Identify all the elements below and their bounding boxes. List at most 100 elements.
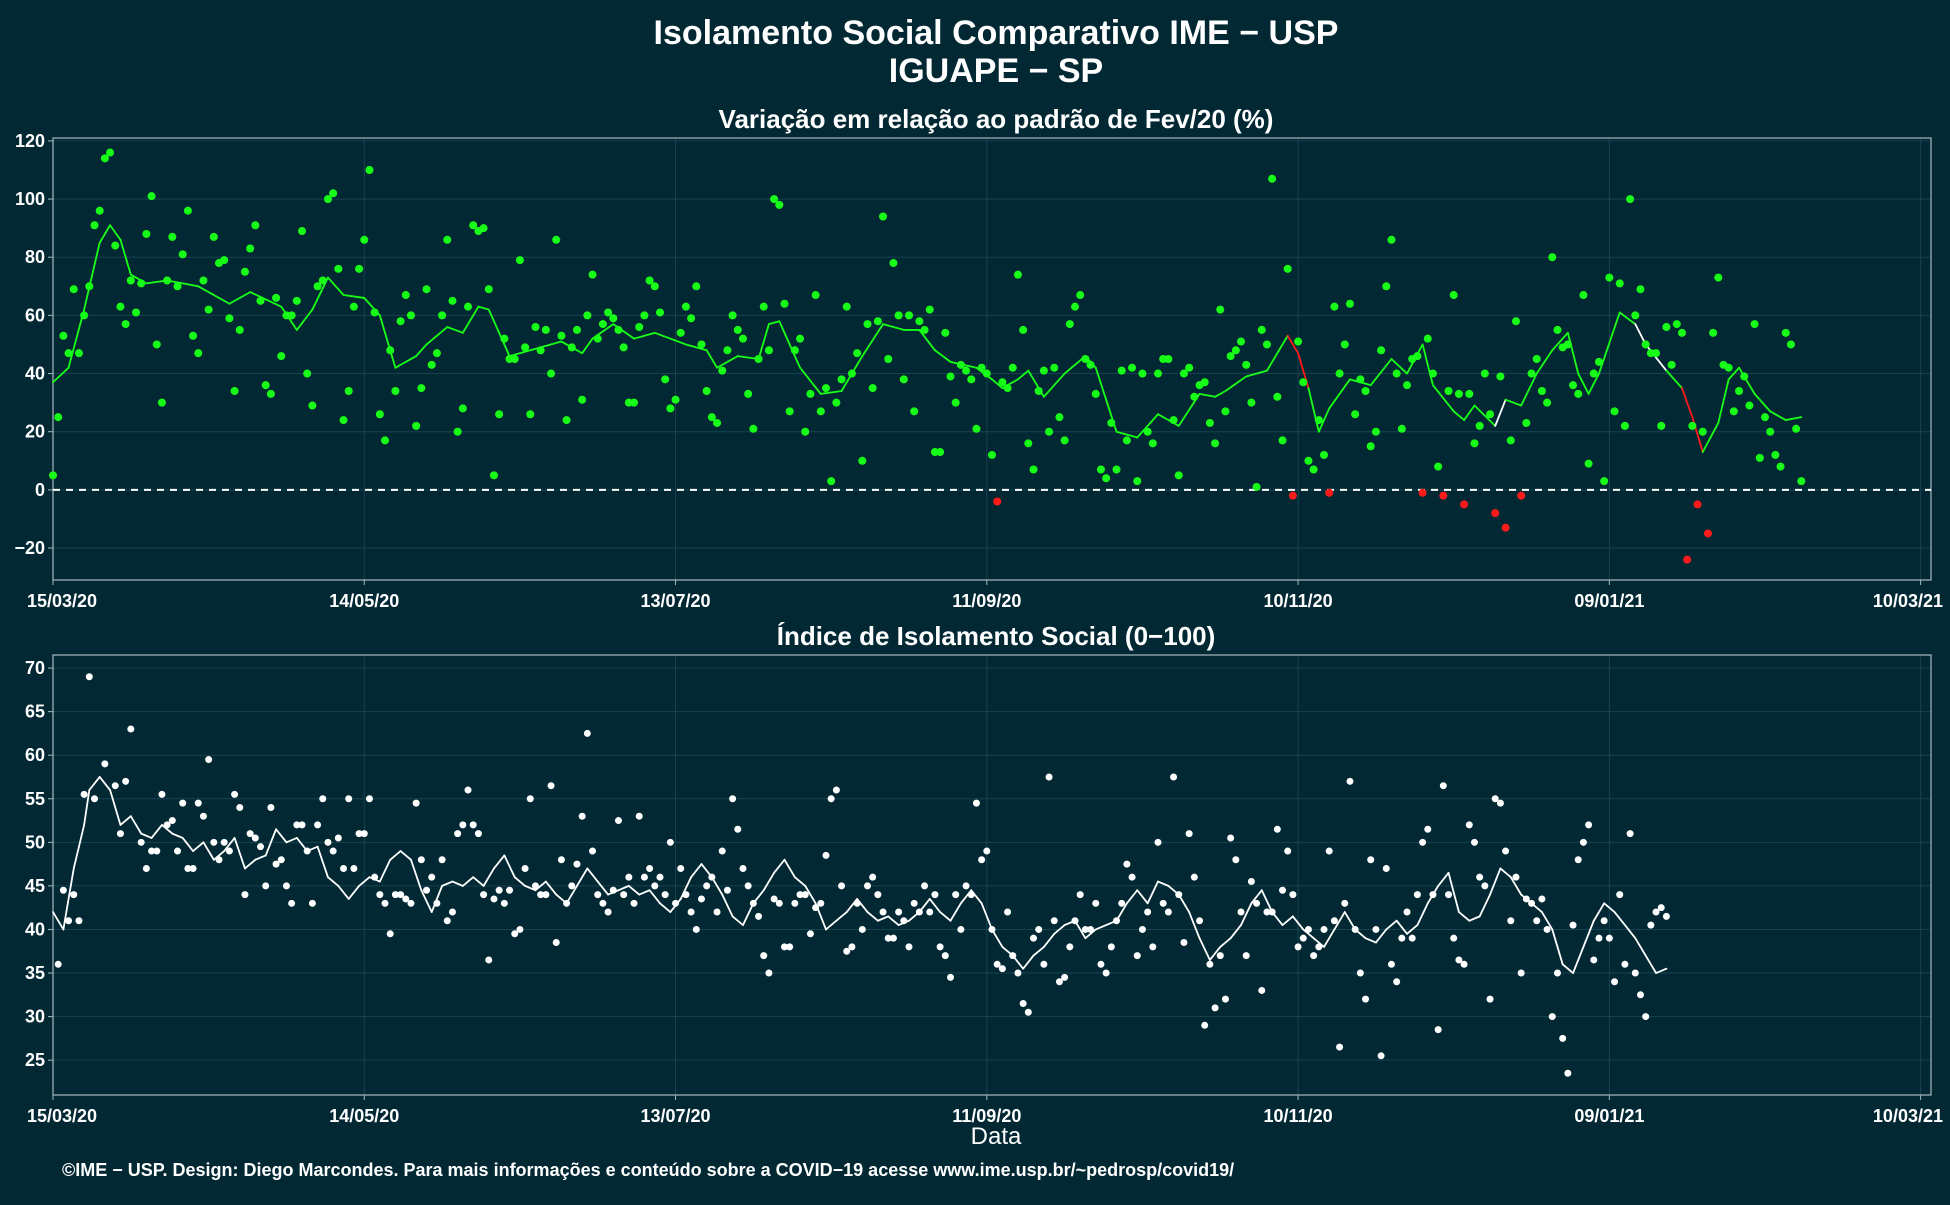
index-daily-point xyxy=(853,899,861,907)
index-daily-point xyxy=(407,899,415,907)
variation-daily-point xyxy=(381,436,390,445)
index-daily-point xyxy=(526,795,534,803)
variation-daily-point xyxy=(266,389,275,398)
index-daily-point xyxy=(1097,960,1105,968)
variation-daily-point xyxy=(1179,369,1188,378)
index-daily-point xyxy=(589,847,597,855)
index-daily-point xyxy=(630,899,638,907)
variation-moving-average-segment xyxy=(109,224,122,241)
index-daily-point xyxy=(516,925,524,933)
variation-daily-point xyxy=(1273,392,1282,401)
index-daily-point xyxy=(1419,838,1427,846)
variation-moving-average-segment xyxy=(446,326,464,334)
index-daily-point xyxy=(1522,895,1530,903)
variation-daily-point xyxy=(349,302,358,311)
index-moving-average-segment xyxy=(275,828,288,844)
variation-daily-point xyxy=(1792,424,1801,433)
variation-moving-average-segment xyxy=(1286,334,1299,355)
variation-daily-point xyxy=(287,311,296,320)
variation-moving-average-segment xyxy=(819,390,843,395)
variation-daily-point xyxy=(1081,355,1090,363)
index-daily-point xyxy=(1315,943,1323,951)
index-daily-point xyxy=(1605,934,1613,942)
variation-daily-point xyxy=(1309,465,1318,474)
variation-daily-point xyxy=(313,282,322,291)
variation-daily-point xyxy=(323,195,332,204)
variation-moving-average-segment xyxy=(1520,372,1538,407)
index-daily-point xyxy=(423,886,431,894)
variation-moving-average-segment xyxy=(83,241,101,311)
variation-daily-point xyxy=(1174,471,1183,480)
variation-moving-average-segment xyxy=(249,291,283,308)
variation-y-tick-label: −20 xyxy=(14,538,45,558)
index-moving-average-segment xyxy=(721,893,734,918)
index-moving-average-segment xyxy=(1198,937,1211,961)
index-daily-point xyxy=(277,856,285,864)
index-daily-point xyxy=(744,882,752,890)
index-daily-point xyxy=(1538,895,1546,903)
index-daily-point xyxy=(480,891,488,899)
variation-daily-point xyxy=(189,331,198,340)
variation-daily-point xyxy=(204,305,213,314)
index-daily-point xyxy=(620,891,628,899)
index-moving-average-segment xyxy=(887,915,900,926)
variation-daily-point xyxy=(1781,328,1790,337)
index-daily-point xyxy=(360,830,368,838)
index-daily-point xyxy=(1211,1004,1219,1012)
chart-main-title: Isolamento Social Comparativo IME − USP xyxy=(654,14,1339,52)
index-moving-average-segment xyxy=(171,832,184,839)
index-daily-point xyxy=(1040,960,1048,968)
variation-daily-point xyxy=(526,410,535,419)
index-y-tick-label: 70 xyxy=(25,658,45,678)
chart-subtitle: IGUAPE − SP xyxy=(889,52,1103,90)
index-moving-average-segment xyxy=(1613,911,1626,926)
variation-daily-point xyxy=(1397,424,1406,433)
variation-daily-point xyxy=(1221,407,1230,416)
index-daily-point xyxy=(1216,952,1224,960)
index-daily-point xyxy=(1310,952,1318,960)
index-daily-point xyxy=(1076,891,1084,899)
variation-daily-point xyxy=(1750,320,1759,329)
index-daily-point xyxy=(910,899,918,907)
variation-moving-average-segment xyxy=(757,323,770,360)
variation-moving-average-segment xyxy=(768,320,781,326)
variation-daily-point xyxy=(1797,477,1806,486)
variation-daily-point xyxy=(1610,407,1619,416)
index-daily-point xyxy=(1652,908,1660,916)
variation-moving-average-segment xyxy=(1432,384,1455,413)
variation-daily-point xyxy=(640,311,649,320)
index-moving-average-segment xyxy=(1468,915,1481,922)
index-moving-average-segment xyxy=(576,867,589,887)
index-y-tick-label: 40 xyxy=(25,919,45,939)
bottom-panel-title: Índice de Isolamento Social (0−100) xyxy=(777,621,1216,651)
index-daily-point xyxy=(1408,934,1416,942)
index-moving-average-segment xyxy=(949,902,962,922)
index-moving-average-segment xyxy=(731,915,744,926)
variation-daily-point xyxy=(796,334,805,343)
variation-daily-point xyxy=(868,384,877,393)
variation-daily-point xyxy=(858,456,867,465)
index-daily-point xyxy=(298,821,306,829)
index-daily-point xyxy=(1616,891,1624,899)
index-panel: 25 30 35 40 45 50 55 60 65 70 15/03/20 14/05/20 13/0… xyxy=(25,654,1943,1126)
variation-daily-point xyxy=(925,305,934,314)
index-moving-average-segment xyxy=(109,789,122,826)
index-daily-point xyxy=(1050,917,1058,925)
index-moving-average-segment xyxy=(150,824,163,839)
variation-panel: −20 0 20 40 60 80 100 120 15/03/20 14/05/20 13/07/… xyxy=(14,131,1943,611)
index-daily-point xyxy=(1621,960,1629,968)
index-daily-point xyxy=(863,882,871,890)
index-daily-point xyxy=(288,899,296,907)
variation-daily-point xyxy=(1740,372,1749,381)
variation-daily-point xyxy=(1128,363,1137,372)
index-daily-point xyxy=(168,817,176,825)
index-daily-point xyxy=(640,873,648,881)
variation-daily-point xyxy=(697,340,706,349)
variation-daily-point xyxy=(240,267,249,276)
index-daily-point xyxy=(941,952,949,960)
index-daily-point xyxy=(1543,925,1551,933)
variation-daily-point xyxy=(1003,384,1012,393)
index-moving-average-segment xyxy=(1240,902,1253,926)
index-daily-point xyxy=(1574,856,1582,864)
variation-daily-point xyxy=(479,224,488,233)
